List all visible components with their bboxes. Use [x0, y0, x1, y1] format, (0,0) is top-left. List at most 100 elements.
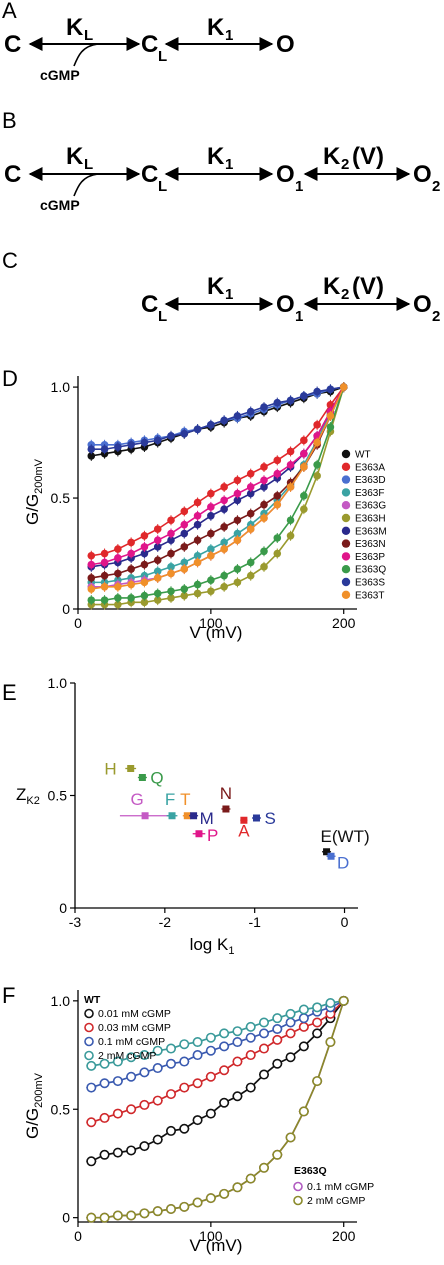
- data-point: [326, 385, 335, 394]
- data-point: [205, 1045, 216, 1056]
- scheme-state-o2: O: [413, 291, 432, 318]
- legend-marker: [341, 449, 351, 459]
- data-point: [272, 1058, 283, 1069]
- panel-label-f: F: [2, 983, 15, 1008]
- scheme-k1-k: K: [207, 143, 225, 170]
- data-point: [140, 598, 149, 607]
- data-point: [86, 1117, 97, 1128]
- data-point: [152, 1063, 163, 1074]
- data-point: [232, 1037, 243, 1048]
- data-point: [207, 551, 215, 560]
- legend-title-wt: WT: [84, 994, 101, 1006]
- point-label: S: [264, 809, 275, 828]
- scheme-state-c: C: [4, 31, 21, 58]
- legend-label: E363M: [355, 526, 387, 537]
- data-point: [167, 587, 175, 596]
- data-point: [240, 816, 248, 824]
- data-point: [153, 574, 162, 582]
- data-point: [258, 1043, 269, 1054]
- data-point: [233, 565, 242, 573]
- data-point: [193, 520, 202, 529]
- data-point: [180, 565, 189, 573]
- point-label: P: [207, 826, 218, 845]
- data-point: [193, 580, 202, 589]
- y-tick-label: 1.0: [51, 993, 71, 1009]
- data-point: [152, 1095, 163, 1106]
- scheme-state-o1: O: [276, 161, 295, 188]
- data-point: [205, 1193, 216, 1204]
- legend-marker: [341, 488, 351, 497]
- data-point: [114, 594, 122, 602]
- data-point: [193, 558, 202, 567]
- legend-marker: [341, 590, 351, 599]
- legend-label: E363S: [355, 578, 385, 589]
- x-tick-label: 100: [199, 1228, 223, 1244]
- data-point: [220, 505, 228, 513]
- legend-marker: [341, 577, 351, 587]
- y-axis-label: ZK2: [16, 785, 40, 807]
- data-point: [180, 585, 189, 593]
- data-point: [114, 443, 122, 451]
- legend-marker: [84, 1036, 94, 1047]
- data-point: [286, 447, 295, 456]
- data-point: [192, 1078, 203, 1089]
- scheme-state-o2-sub: 2: [432, 178, 440, 195]
- data-point: [260, 547, 268, 556]
- data-point: [219, 1065, 230, 1076]
- x-tick-label: 0: [74, 1228, 82, 1244]
- point-label: D: [337, 853, 349, 872]
- data-point: [286, 483, 295, 491]
- scheme-state-o1-sub: 1: [295, 308, 303, 325]
- data-point: [273, 398, 282, 407]
- legend-label: WT: [355, 450, 371, 461]
- data-point: [99, 1112, 110, 1123]
- data-point: [114, 583, 122, 591]
- data-point: [140, 549, 149, 558]
- data-point: [326, 412, 335, 420]
- data-point: [325, 998, 336, 1009]
- data-point: [166, 1125, 177, 1136]
- scheme-cgmp: cGMP: [40, 197, 80, 213]
- data-point: [100, 445, 109, 454]
- data-point: [193, 536, 202, 545]
- data-point: [285, 1132, 296, 1143]
- point-label: G: [130, 790, 143, 809]
- point-label: Q: [150, 769, 163, 788]
- data-point: [180, 591, 189, 600]
- data-point: [193, 425, 202, 434]
- data-point: [233, 489, 242, 498]
- data-point: [252, 814, 260, 822]
- data-point: [285, 1008, 296, 1019]
- data-point: [167, 594, 175, 602]
- data-point: [219, 1041, 230, 1052]
- data-point: [232, 1091, 243, 1102]
- data-point: [298, 1021, 309, 1032]
- data-point: [153, 589, 162, 598]
- data-point: [86, 1156, 97, 1167]
- data-point: [193, 498, 202, 507]
- legend-label: E363D: [355, 475, 386, 486]
- data-point: [166, 1203, 177, 1214]
- data-point: [258, 1162, 269, 1173]
- data-point: [286, 516, 295, 525]
- data-point: [246, 469, 255, 478]
- legend-label: E363T: [355, 590, 384, 601]
- legend-label: 2 mM cGMP: [98, 1050, 156, 1062]
- data-point: [260, 463, 268, 471]
- data-point: [140, 531, 149, 540]
- data-point: [286, 396, 295, 405]
- scheme-k1-k: K: [207, 14, 225, 41]
- data-point: [193, 551, 202, 560]
- y-axis-label: G/G200mV: [23, 1072, 45, 1139]
- data-point: [139, 1208, 150, 1219]
- data-point: [127, 440, 135, 449]
- scheme-state-o: O: [276, 31, 295, 58]
- data-point: [100, 558, 109, 567]
- data-point: [86, 1082, 97, 1093]
- scheme-k1-sub: 1: [225, 27, 233, 44]
- data-point: [260, 500, 268, 509]
- legend-label: E363Q: [355, 565, 386, 576]
- data-point: [312, 1002, 323, 1013]
